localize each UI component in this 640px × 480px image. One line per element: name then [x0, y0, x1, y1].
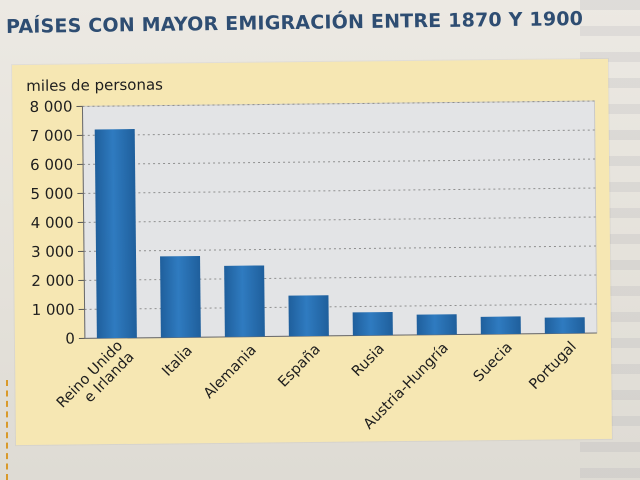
x-category-line: Rusia [349, 341, 388, 380]
y-axis-label: miles de personas [26, 76, 163, 95]
bar [160, 255, 201, 338]
x-category-label: Suecia [471, 340, 516, 386]
x-category-label: Reino Unidoe Irlanda [54, 338, 138, 423]
y-tick-label: 2 000 [31, 271, 74, 289]
y-tick-label: 5 000 [30, 184, 73, 202]
bar [544, 317, 585, 334]
bar-chart: miles de personas 0 1 000 2 000 3 000 4 000 5… [26, 76, 598, 433]
x-category-line: Alemania [201, 342, 260, 402]
x-category-label: Portugal [526, 339, 579, 393]
bar [480, 316, 521, 335]
gridline [83, 187, 596, 194]
y-tick-label: 8 000 [29, 98, 72, 116]
gridline [82, 100, 595, 107]
gridline [83, 158, 596, 165]
gridline [82, 129, 595, 136]
bar [288, 295, 329, 337]
x-category-label: España [275, 342, 323, 391]
x-category-line: Suecia [471, 340, 516, 386]
y-tick-label: 3 000 [31, 242, 74, 260]
x-category-label: Rusia [349, 341, 388, 380]
x-category-line: España [275, 342, 323, 391]
bar [416, 314, 457, 335]
y-tick-label: 1 000 [32, 300, 75, 318]
y-tick-label: 0 [65, 329, 75, 347]
y-axis-line [81, 106, 86, 339]
y-tick-label: 4 000 [31, 213, 74, 231]
x-category-label: Italia [159, 343, 195, 380]
x-category-line: Italia [159, 343, 195, 380]
bar [224, 265, 265, 337]
gridline [83, 245, 596, 252]
plot-area: 0 1 000 2 000 3 000 4 000 5 000 6 000 7 000 8 00… [29, 98, 598, 433]
x-category-label: Alemania [201, 342, 260, 402]
margin-dashed-rule [6, 380, 8, 480]
chart-panel: miles de personas 0 1 000 2 000 3 000 4 000 5… [12, 58, 612, 446]
bar [94, 129, 137, 339]
y-tick-label: 6 000 [30, 155, 73, 173]
x-category-line: Portugal [526, 339, 579, 393]
gridline [83, 216, 596, 223]
bar [352, 311, 393, 336]
y-tick-label: 7 000 [30, 126, 73, 144]
